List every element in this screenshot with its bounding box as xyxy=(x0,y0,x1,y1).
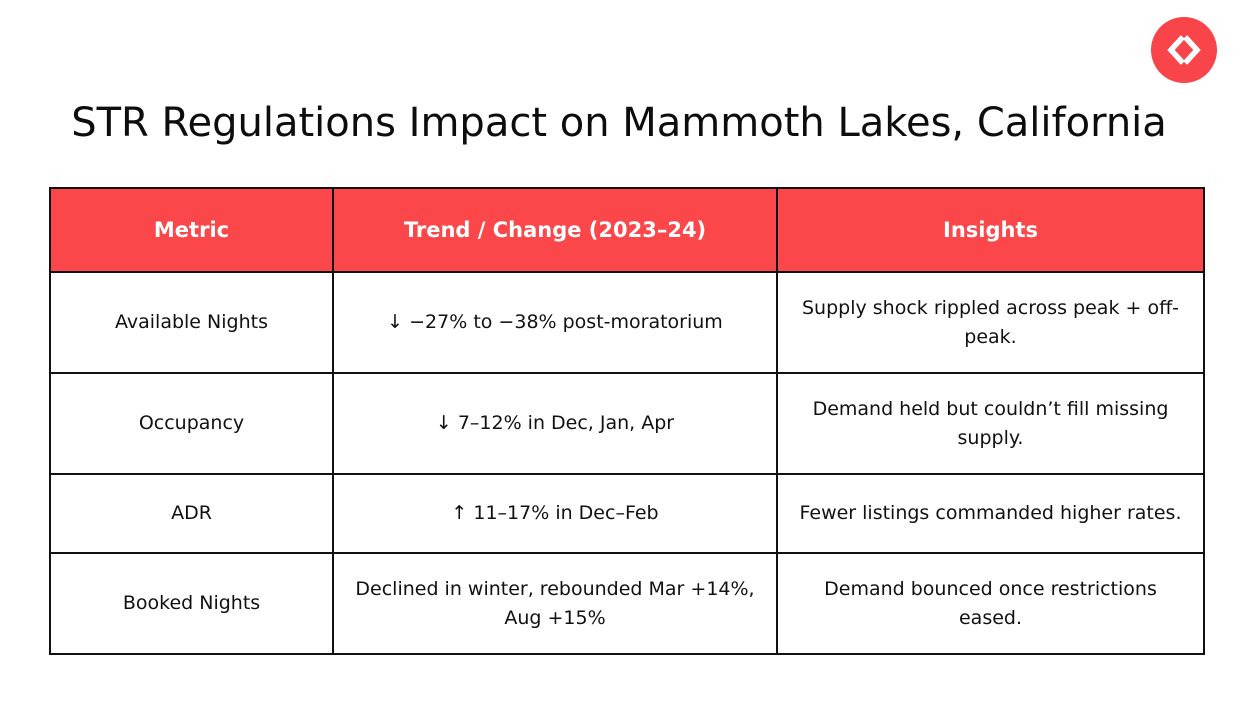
cell-insight: Fewer listings commanded higher rates. xyxy=(776,473,1205,554)
cell-metric: Occupancy xyxy=(49,372,334,475)
cell-metric: Booked Nights xyxy=(49,552,334,655)
cell-insight: Demand bounced once restrictions eased. xyxy=(776,552,1205,655)
cell-metric: ADR xyxy=(49,473,334,554)
table-row: Available Nights ↓ −27% to −38% post-mor… xyxy=(49,271,1205,374)
table-header-row: Metric Trend / Change (2023–24) Insights xyxy=(49,187,1205,273)
impact-table: Metric Trend / Change (2023–24) Insights… xyxy=(49,187,1205,655)
column-header-insights: Insights xyxy=(776,187,1205,273)
page-title: STR Regulations Impact on Mammoth Lakes,… xyxy=(71,100,1167,146)
brand-logo xyxy=(1151,17,1217,83)
cell-insight: Supply shock rippled across peak + off-p… xyxy=(776,271,1205,374)
column-header-metric: Metric xyxy=(49,187,334,273)
cell-trend: ↓ 7–12% in Dec, Jan, Apr xyxy=(332,372,778,475)
table-row: ADR ↑ 11–17% in Dec–Feb Fewer listings c… xyxy=(49,473,1205,554)
cell-trend: Declined in winter, rebounded Mar +14%, … xyxy=(332,552,778,655)
cell-insight: Demand held but couldn’t fill missing su… xyxy=(776,372,1205,475)
code-brackets-icon xyxy=(1167,35,1201,65)
cell-trend: ↓ −27% to −38% post-moratorium xyxy=(332,271,778,374)
column-header-trend: Trend / Change (2023–24) xyxy=(332,187,778,273)
cell-trend: ↑ 11–17% in Dec–Feb xyxy=(332,473,778,554)
table-row: Occupancy ↓ 7–12% in Dec, Jan, Apr Deman… xyxy=(49,372,1205,475)
table-row: Booked Nights Declined in winter, reboun… xyxy=(49,552,1205,655)
cell-metric: Available Nights xyxy=(49,271,334,374)
